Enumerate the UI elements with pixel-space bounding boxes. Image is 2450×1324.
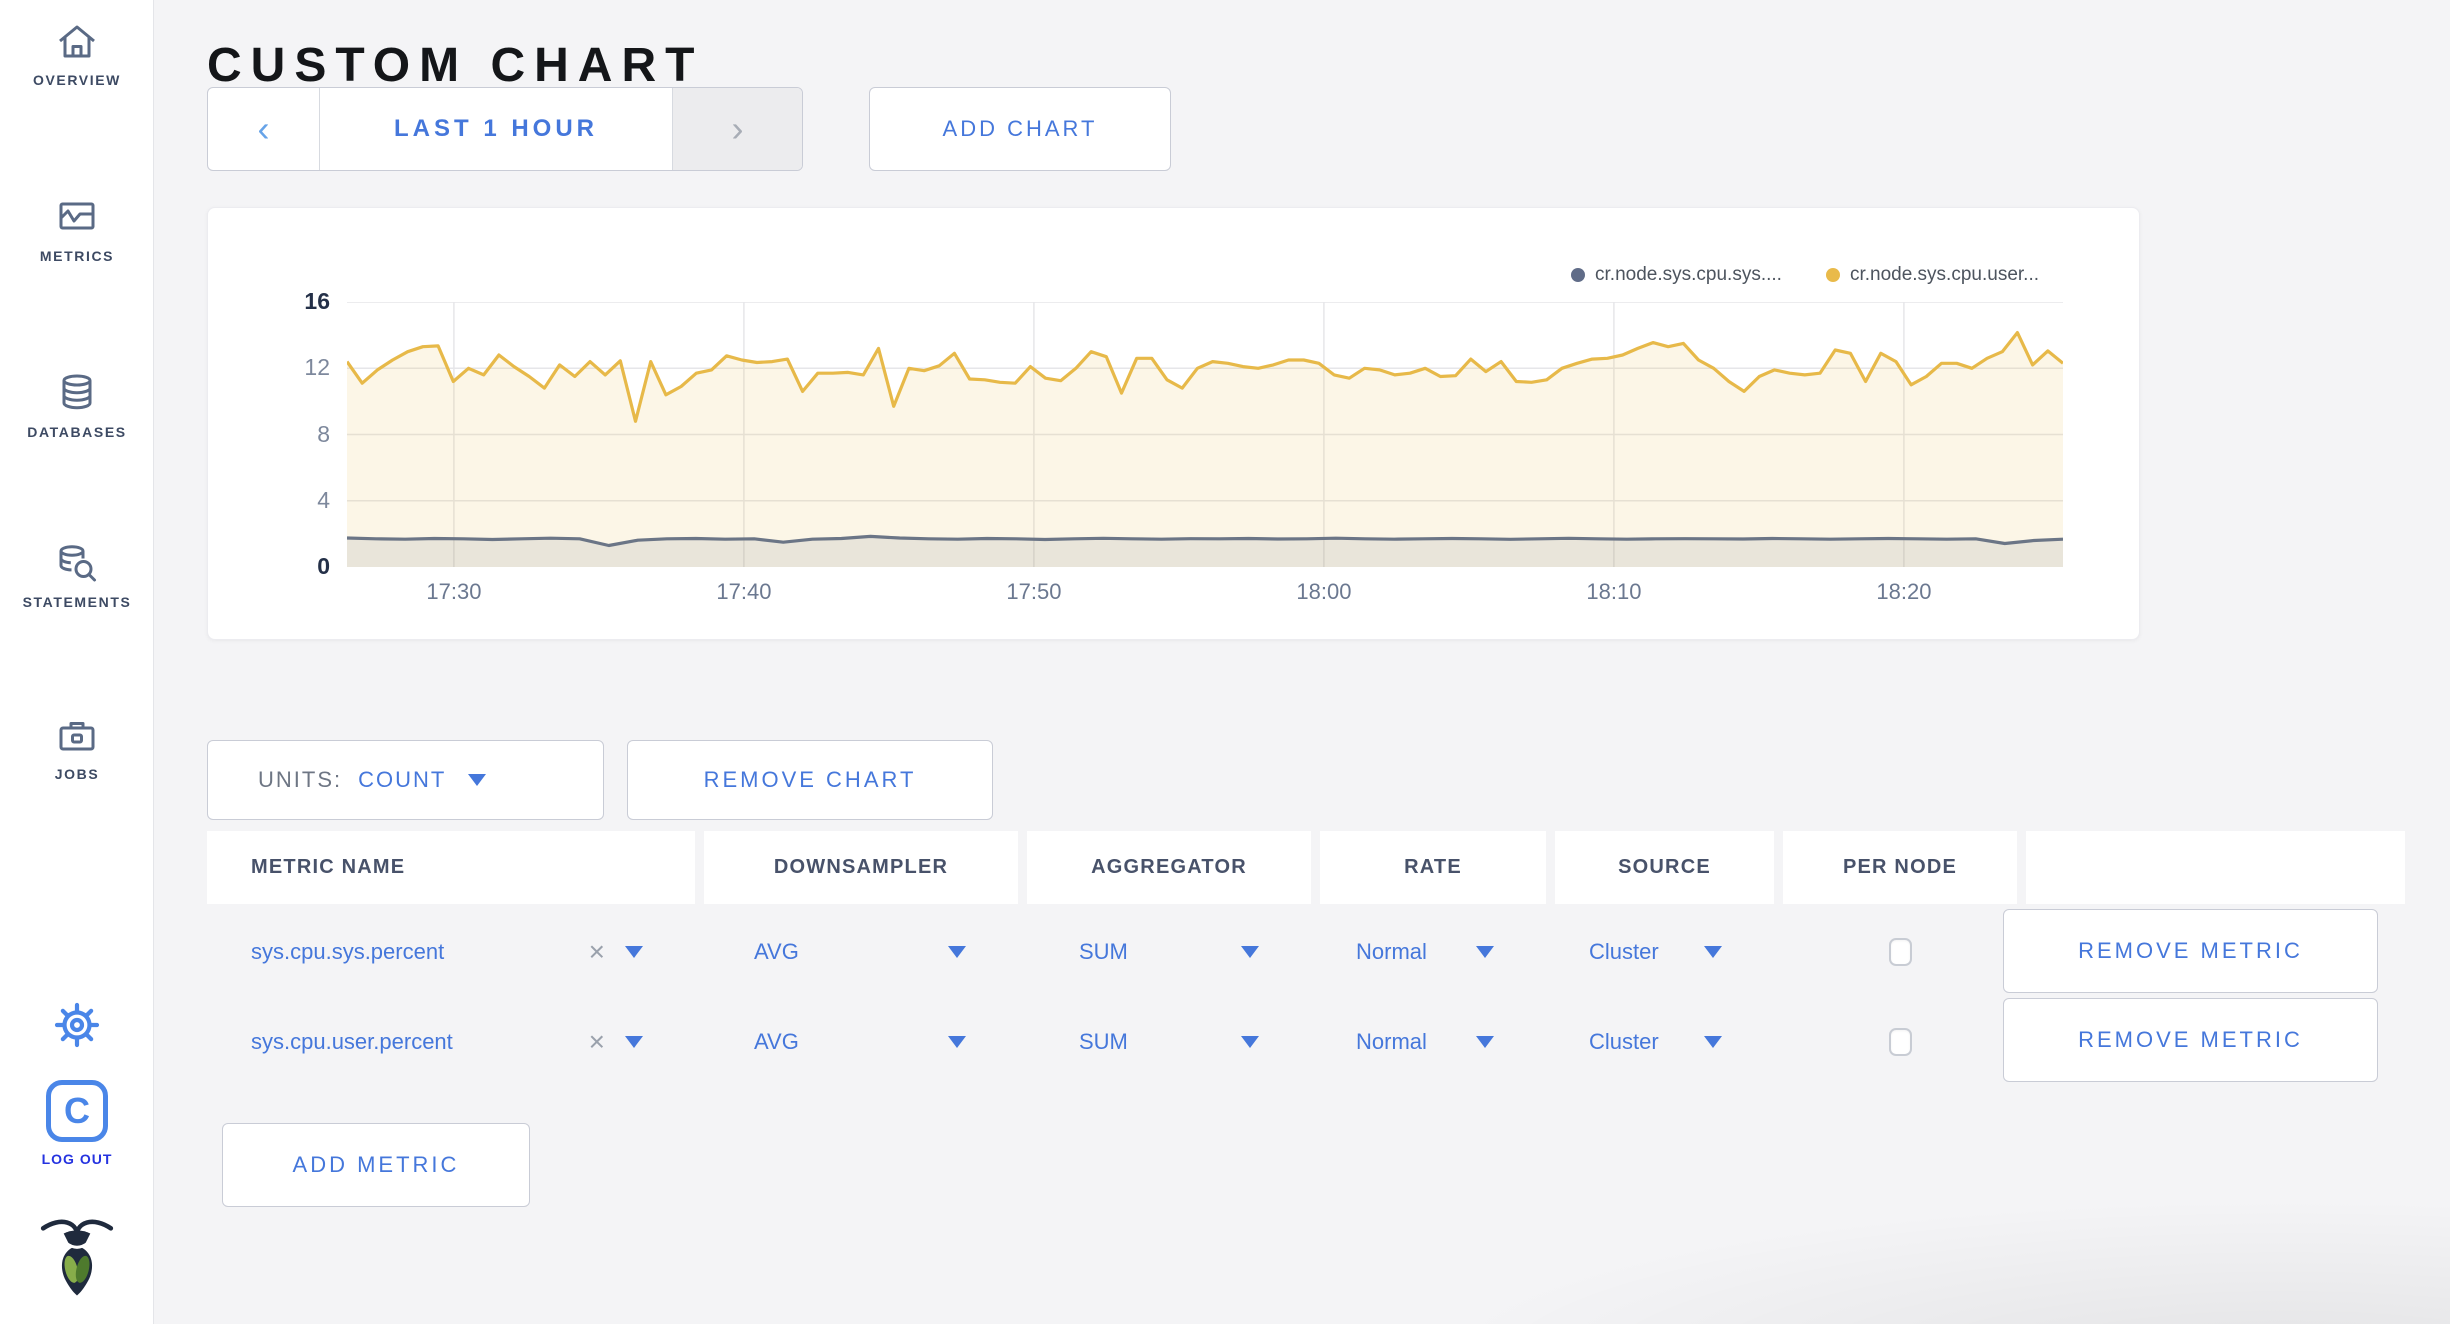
- x-tick-label: 18:20: [1876, 579, 1932, 604]
- sidebar: OVERVIEW METRICS DATABASES: [0, 0, 154, 1324]
- chevron-down-icon: [468, 774, 487, 786]
- chevron-right-icon: ›: [731, 108, 744, 149]
- chevron-down-icon: [1476, 1036, 1494, 1048]
- y-tick-label: 0: [317, 553, 330, 579]
- sidebar-item-label: STATEMENTS: [22, 594, 132, 610]
- column-header-source: SOURCE: [1555, 831, 1774, 904]
- time-range-next-button[interactable]: ›: [672, 88, 802, 170]
- databases-icon: [0, 370, 154, 416]
- units-label: UNITS:: [258, 767, 343, 792]
- downsampler-select[interactable]: AVG: [704, 939, 1018, 965]
- sidebar-item-jobs[interactable]: JOBS: [0, 714, 154, 782]
- legend-label-user: cr.node.sys.cpu.user...: [1849, 264, 2039, 285]
- rate-select[interactable]: Normal: [1320, 1029, 1546, 1055]
- column-header-rate: RATE: [1320, 831, 1546, 904]
- logout-button[interactable]: C LOG OUT: [0, 1080, 154, 1167]
- metric-row: sys.cpu.sys.percent × AVG SUM Normal Clu…: [207, 906, 2405, 998]
- metric-name-cell: sys.cpu.user.percent ×: [207, 996, 695, 1088]
- sidebar-item-label: OVERVIEW: [32, 72, 121, 88]
- metric-name-value[interactable]: sys.cpu.sys.percent: [251, 939, 445, 964]
- clear-metric-icon[interactable]: ×: [588, 1026, 605, 1057]
- add-chart-button[interactable]: ADD CHART: [869, 87, 1171, 171]
- x-tick-label: 17:30: [426, 579, 482, 604]
- sidebar-item-metrics[interactable]: METRICS: [0, 192, 154, 264]
- x-tick-label: 18:10: [1586, 579, 1642, 604]
- sidebar-item-label: JOBS: [54, 766, 100, 782]
- x-tick-label: 18:00: [1296, 579, 1352, 604]
- downsampler-select[interactable]: AVG: [704, 1029, 1018, 1055]
- cockroachdb-c-icon: C: [46, 1080, 108, 1142]
- legend-dot-sys: [1571, 268, 1586, 282]
- settings-button[interactable]: [0, 1001, 154, 1049]
- rate-select[interactable]: Normal: [1320, 939, 1546, 965]
- cockroach-bug-logo: [0, 1215, 154, 1297]
- x-tick-label: 17:40: [716, 579, 772, 604]
- cpu-usage-chart: [347, 302, 2063, 567]
- remove-metric-button[interactable]: REMOVE METRIC: [2003, 909, 2378, 993]
- page-corner-shade: [1350, 1184, 2450, 1324]
- sidebar-item-label: METRICS: [39, 248, 115, 264]
- chevron-down-icon: [1241, 946, 1259, 958]
- chevron-down-icon: [948, 946, 966, 958]
- remove-metric-button[interactable]: REMOVE METRIC: [2003, 998, 2378, 1082]
- per-node-checkbox[interactable]: [1888, 938, 1912, 966]
- y-tick-label: 12: [304, 354, 330, 381]
- y-tick-label: 16: [304, 288, 330, 314]
- chevron-down-icon: [1476, 946, 1494, 958]
- remove-chart-button[interactable]: REMOVE CHART: [627, 740, 993, 820]
- legend-item-sys[interactable]: cr.node.sys.cpu.sys....: [1571, 264, 1782, 286]
- time-range-prev-button[interactable]: ‹: [208, 88, 320, 170]
- column-header-downsampler: DOWNSAMPLER: [704, 831, 1018, 904]
- jobs-icon: [0, 714, 154, 758]
- y-tick-label: 8: [317, 420, 330, 447]
- metrics-table-header: METRIC NAME DOWNSAMPLER AGGREGATOR RATE …: [207, 831, 2405, 904]
- per-node-checkbox[interactable]: [1888, 1028, 1912, 1056]
- column-header-metric-name: METRIC NAME: [207, 831, 695, 904]
- column-header-per-node: PER NODE: [1783, 831, 2017, 904]
- chart-legend: cr.node.sys.cpu.sys.... cr.node.sys.cpu.…: [1571, 264, 2039, 286]
- units-dropdown[interactable]: UNITS: COUNT: [207, 740, 604, 820]
- chevron-down-icon[interactable]: [625, 1036, 643, 1048]
- legend-dot-user: [1825, 268, 1840, 282]
- chevron-down-icon[interactable]: [625, 946, 643, 958]
- units-value: COUNT: [358, 767, 447, 792]
- chevron-down-icon: [948, 1036, 966, 1048]
- legend-label-sys: cr.node.sys.cpu.sys....: [1595, 264, 1782, 285]
- aggregator-select[interactable]: SUM: [1027, 939, 1311, 965]
- chart-panel: cr.node.sys.cpu.sys.... cr.node.sys.cpu.…: [207, 207, 2140, 640]
- sidebar-item-statements[interactable]: STATEMENTS: [0, 540, 154, 610]
- source-select[interactable]: Cluster: [1555, 939, 1774, 965]
- add-metric-button[interactable]: ADD METRIC: [222, 1123, 530, 1207]
- time-range-selector: ‹ LAST 1 HOUR ›: [207, 87, 803, 171]
- x-tick-label: 17:50: [1006, 579, 1062, 604]
- sidebar-item-label: DATABASES: [27, 424, 127, 440]
- chevron-left-icon: ‹: [257, 108, 270, 149]
- gear-icon: [0, 1001, 154, 1049]
- y-tick-label: 4: [317, 486, 330, 513]
- metric-row: sys.cpu.user.percent × AVG SUM Normal Cl…: [207, 996, 2405, 1088]
- legend-item-user[interactable]: cr.node.sys.cpu.user...: [1825, 264, 2039, 286]
- chevron-down-icon: [1704, 946, 1722, 958]
- logout-label: LOG OUT: [41, 1151, 113, 1167]
- statements-icon: [0, 540, 154, 586]
- chevron-down-icon: [1704, 1036, 1722, 1048]
- chevron-down-icon: [1241, 1036, 1259, 1048]
- column-header-aggregator: AGGREGATOR: [1027, 831, 1311, 904]
- metrics-icon: [0, 192, 154, 240]
- source-select[interactable]: Cluster: [1555, 1029, 1774, 1055]
- sidebar-item-databases[interactable]: DATABASES: [0, 370, 154, 440]
- time-range-label[interactable]: LAST 1 HOUR: [393, 115, 598, 142]
- metric-name-cell: sys.cpu.sys.percent ×: [207, 906, 695, 998]
- column-header-actions: [2026, 831, 2405, 904]
- aggregator-select[interactable]: SUM: [1027, 1029, 1311, 1055]
- home-icon: [0, 20, 154, 64]
- sidebar-item-overview[interactable]: OVERVIEW: [0, 20, 154, 88]
- page-title: CUSTOM CHART: [207, 39, 704, 93]
- clear-metric-icon[interactable]: ×: [588, 936, 605, 967]
- metric-name-value[interactable]: sys.cpu.user.percent: [251, 1029, 453, 1054]
